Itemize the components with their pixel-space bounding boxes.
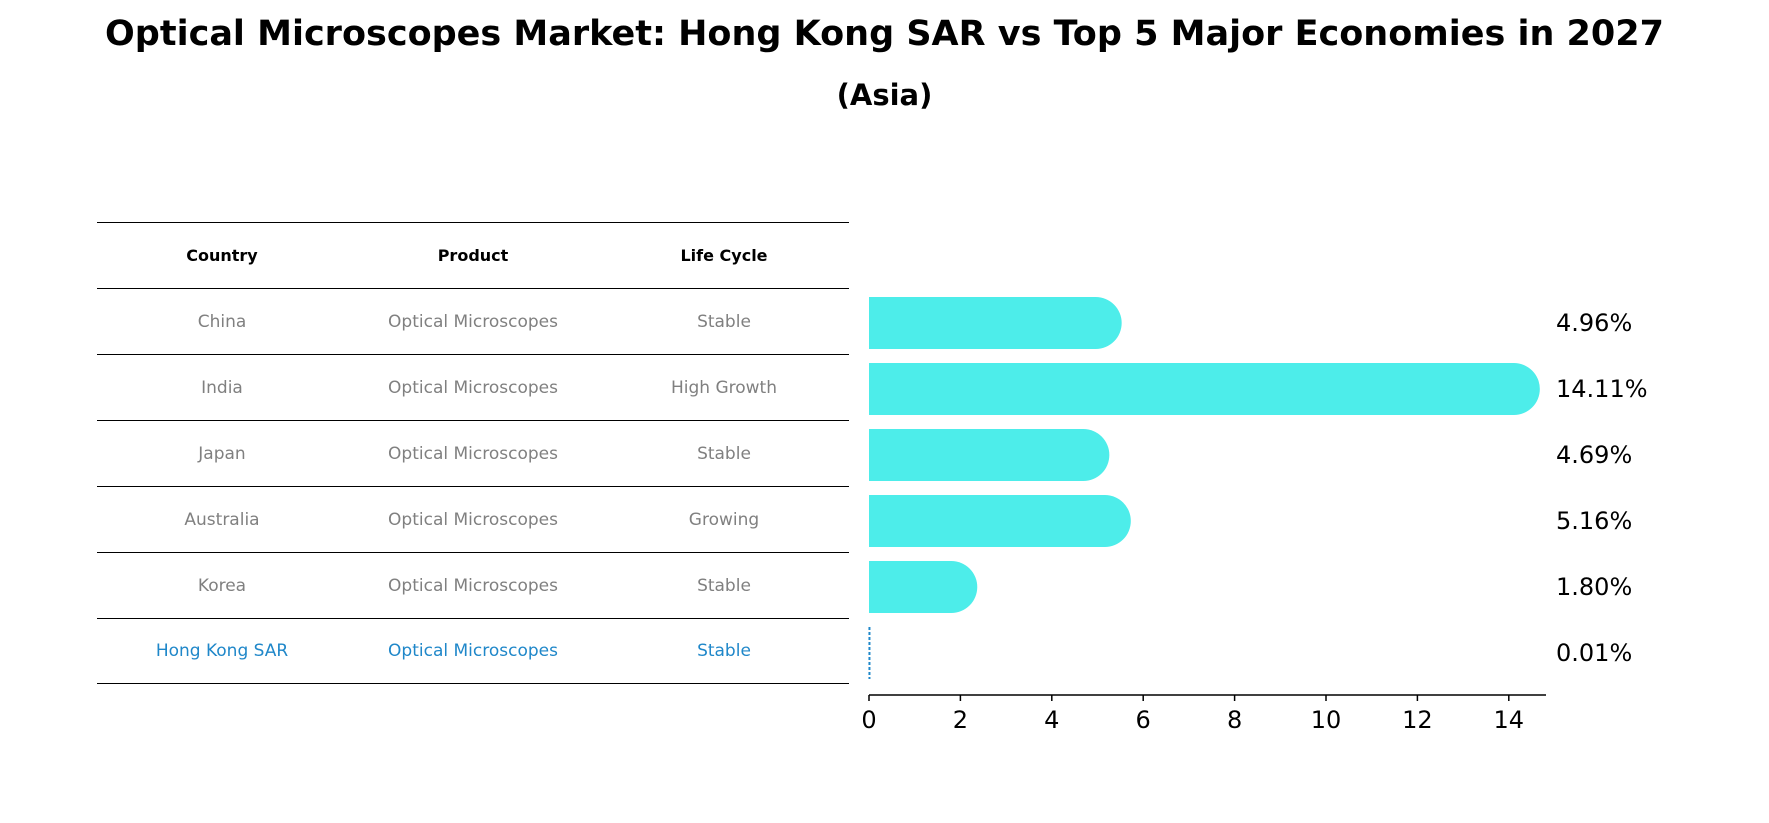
data-label: 1.80%: [1556, 573, 1632, 601]
bar: [869, 495, 1131, 547]
row-product: Optical Microscopes: [388, 311, 558, 332]
x-tick-label: 0: [861, 706, 876, 734]
country-table: Country Product Life Cycle China Optical…: [97, 222, 849, 684]
data-label: 4.69%: [1556, 441, 1632, 469]
x-tick-label: 12: [1402, 706, 1433, 734]
row-life-cycle: Stable: [697, 575, 751, 596]
row-product: Optical Microscopes: [388, 641, 558, 661]
x-tick-label: 8: [1227, 706, 1242, 734]
row-country: Hong Kong SAR: [155, 641, 289, 661]
data-label: 0.01%: [1556, 639, 1632, 667]
bar: [869, 297, 1122, 349]
data-label: 4.96%: [1556, 309, 1632, 337]
x-tick-label: 4: [1044, 706, 1059, 734]
row-country: Japan: [198, 443, 246, 464]
row-product: Optical Microscopes: [388, 443, 558, 464]
chart-title: Optical Microscopes Market: Hong Kong SA…: [105, 14, 1664, 54]
table-row-highlight: Hong Kong SAR Optical Microscopes Stable: [97, 618, 849, 684]
data-label: 14.11%: [1556, 375, 1648, 403]
row-country: Australia: [184, 509, 260, 530]
row-life-cycle: High Growth: [670, 377, 777, 398]
header-country: Country: [186, 246, 258, 265]
x-tick-label: 2: [953, 706, 968, 734]
x-tick-label: 6: [1136, 706, 1151, 734]
row-life-cycle: Growing: [688, 509, 760, 530]
row-country: China: [197, 311, 247, 332]
table-row: India Optical Microscopes High Growth: [97, 354, 849, 420]
row-life-cycle: Stable: [697, 311, 751, 332]
header-life-cycle: Life Cycle: [680, 246, 768, 265]
row-country: India: [201, 377, 243, 398]
row-life-cycle: Stable: [697, 641, 751, 661]
row-product: Optical Microscopes: [388, 377, 558, 398]
table-row: China Optical Microscopes Stable: [97, 288, 849, 354]
header-product: Product: [437, 246, 509, 265]
data-label: 5.16%: [1556, 507, 1632, 535]
row-country: Korea: [197, 575, 247, 596]
table-row: Japan Optical Microscopes Stable: [97, 420, 849, 486]
row-product: Optical Microscopes: [388, 509, 558, 530]
table-row: Korea Optical Microscopes Stable: [97, 552, 849, 618]
row-life-cycle: Stable: [697, 443, 751, 464]
row-product: Optical Microscopes: [388, 575, 558, 596]
x-tick-label: 14: [1494, 706, 1525, 734]
x-tick-label: 10: [1311, 706, 1342, 734]
bar: [869, 561, 978, 613]
bar: [869, 429, 1110, 481]
bar: [869, 363, 1540, 415]
chart-subtitle: (Asia): [836, 78, 933, 112]
table-header-row: Country Product Life Cycle: [97, 222, 849, 288]
table-row: Australia Optical Microscopes Growing: [97, 486, 849, 552]
